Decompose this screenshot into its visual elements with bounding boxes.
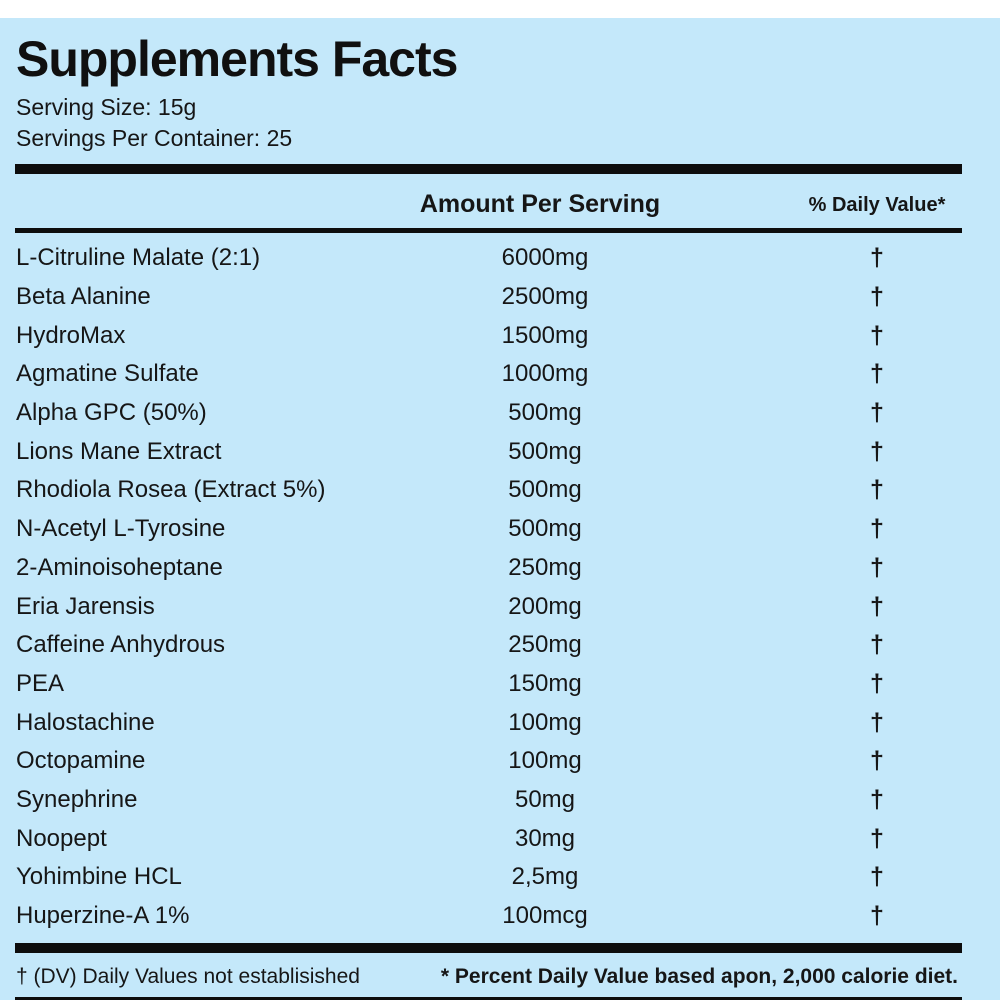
ingredient-amount: 250mg <box>508 553 582 581</box>
table-row: Noopept 30mg † <box>0 819 1000 858</box>
table-row: N-Acetyl L-Tyrosine 500mg † <box>0 510 1000 549</box>
ingredient-amount: 200mg <box>508 592 582 620</box>
ingredient-dv: † <box>870 785 884 814</box>
ingredient-amount: 2,5mg <box>511 863 579 891</box>
footnote-percent-daily-value: * Percent Daily Value based apon, 2,000 … <box>440 965 958 989</box>
table-row: Huperzine-A 1% 100mcg † <box>0 897 1000 936</box>
ingredient-name: Rhodiola Rosea (Extract 5%) <box>16 476 326 504</box>
ingredient-name: PEA <box>16 669 65 697</box>
ingredient-amount: 100mcg <box>502 902 588 930</box>
ingredient-dv: † <box>870 708 884 737</box>
supplement-facts-label: Supplements Facts Serving Size: 15g Serv… <box>0 18 1000 1000</box>
ingredient-name: HydroMax <box>16 321 126 349</box>
ingredient-amount: 30mg <box>514 824 576 852</box>
divider-under-header <box>15 228 962 233</box>
ingredient-name: Synephrine <box>16 785 138 813</box>
ingredient-name: Noopept <box>16 824 107 852</box>
table-row: Synephrine 50mg † <box>0 781 1000 820</box>
table-header-row: Amount Per Serving % Daily Value* <box>0 176 1000 228</box>
table-row: HydroMax 1500mg † <box>0 316 1000 355</box>
ingredient-name: Octopamine <box>16 747 146 775</box>
ingredient-amount: 50mg <box>514 785 576 813</box>
table-row: Beta Alanine 2500mg † <box>0 278 1000 317</box>
ingredient-name: Alpha GPC (50%) <box>16 399 207 427</box>
ingredient-amount: 100mg <box>508 747 582 775</box>
ingredient-amount: 500mg <box>508 476 582 504</box>
ingredient-name: Lions Mane Extract <box>16 437 222 465</box>
ingredient-dv: † <box>870 282 884 311</box>
footnotes: † (DV) Daily Values not establisished * … <box>0 957 1000 997</box>
ingredient-amount: 2500mg <box>501 283 589 311</box>
ingredient-dv: † <box>870 398 884 427</box>
ingredient-dv: † <box>870 746 884 775</box>
table-row: Octopamine 100mg † <box>0 742 1000 781</box>
divider-bottom-edge <box>15 997 962 1000</box>
top-margin-band <box>0 0 1000 18</box>
ingredient-table: L-Citruline Malate (2:1) 6000mg † Beta Alan… <box>0 239 1000 935</box>
ingredient-dv: † <box>870 824 884 853</box>
table-row: L-Citruline Malate (2:1) 6000mg † <box>0 239 1000 278</box>
table-row: Eria Jarensis 200mg † <box>0 587 1000 626</box>
ingredient-amount: 500mg <box>508 515 582 543</box>
ingredient-amount: 500mg <box>508 399 582 427</box>
table-row: Lions Mane Extract 500mg † <box>0 432 1000 471</box>
ingredient-amount: 250mg <box>508 631 582 659</box>
table-row: PEA 150mg † <box>0 665 1000 704</box>
ingredient-dv: † <box>870 321 884 350</box>
ingredient-dv: † <box>870 359 884 388</box>
ingredient-amount: 1000mg <box>501 360 589 388</box>
table-row: 2-Aminoisoheptane 250mg † <box>0 549 1000 588</box>
serving-size-text: Serving Size: 15g <box>16 94 197 120</box>
ingredient-dv: † <box>870 862 884 891</box>
ingredient-name: Yohimbine HCL <box>16 863 182 891</box>
ingredient-name: Beta Alanine <box>16 283 151 311</box>
ingredient-name: N-Acetyl L-Tyrosine <box>16 515 226 543</box>
divider-thick-top <box>15 164 962 174</box>
ingredient-name: Halostachine <box>16 708 155 736</box>
ingredient-dv: † <box>870 553 884 582</box>
ingredient-dv: † <box>870 669 884 698</box>
daily-value-header: % Daily Value* <box>808 194 946 216</box>
ingredient-amount: 150mg <box>508 669 582 697</box>
ingredient-name: Huperzine-A 1% <box>16 902 190 930</box>
table-row: Agmatine Sulfate 1000mg † <box>0 355 1000 394</box>
table-row: Rhodiola Rosea (Extract 5%) 500mg † <box>0 471 1000 510</box>
table-row: Alpha GPC (50%) 500mg † <box>0 394 1000 433</box>
ingredient-name: Agmatine Sulfate <box>16 360 199 388</box>
ingredient-dv: † <box>870 592 884 621</box>
ingredient-name: 2-Aminoisoheptane <box>16 553 223 581</box>
page-title: Supplements Facts <box>16 31 458 87</box>
ingredient-dv: † <box>870 475 884 504</box>
ingredient-dv: † <box>870 514 884 543</box>
ingredient-dv: † <box>870 437 884 466</box>
ingredient-name: L-Citruline Malate (2:1) <box>16 244 261 272</box>
ingredient-name: Eria Jarensis <box>16 592 155 620</box>
ingredient-amount: 6000mg <box>501 244 589 272</box>
ingredient-dv: † <box>870 243 884 272</box>
ingredient-name: Caffeine Anhydrous <box>16 631 226 659</box>
divider-thick-pre-footer <box>15 943 962 954</box>
ingredient-dv: † <box>870 630 884 659</box>
table-row: Halostachine 100mg † <box>0 703 1000 742</box>
table-row: Yohimbine HCL 2,5mg † <box>0 858 1000 897</box>
table-row: Caffeine Anhydrous 250mg † <box>0 626 1000 665</box>
ingredient-amount: 500mg <box>508 437 582 465</box>
ingredient-amount: 100mg <box>508 708 582 736</box>
ingredient-amount: 1500mg <box>501 321 589 349</box>
servings-per-container-text: Servings Per Container: 25 <box>16 125 293 151</box>
amount-per-serving-header: Amount Per Serving <box>419 190 661 218</box>
footnote-daily-values: † (DV) Daily Values not establisished <box>16 965 360 989</box>
ingredient-dv: † <box>870 901 884 930</box>
